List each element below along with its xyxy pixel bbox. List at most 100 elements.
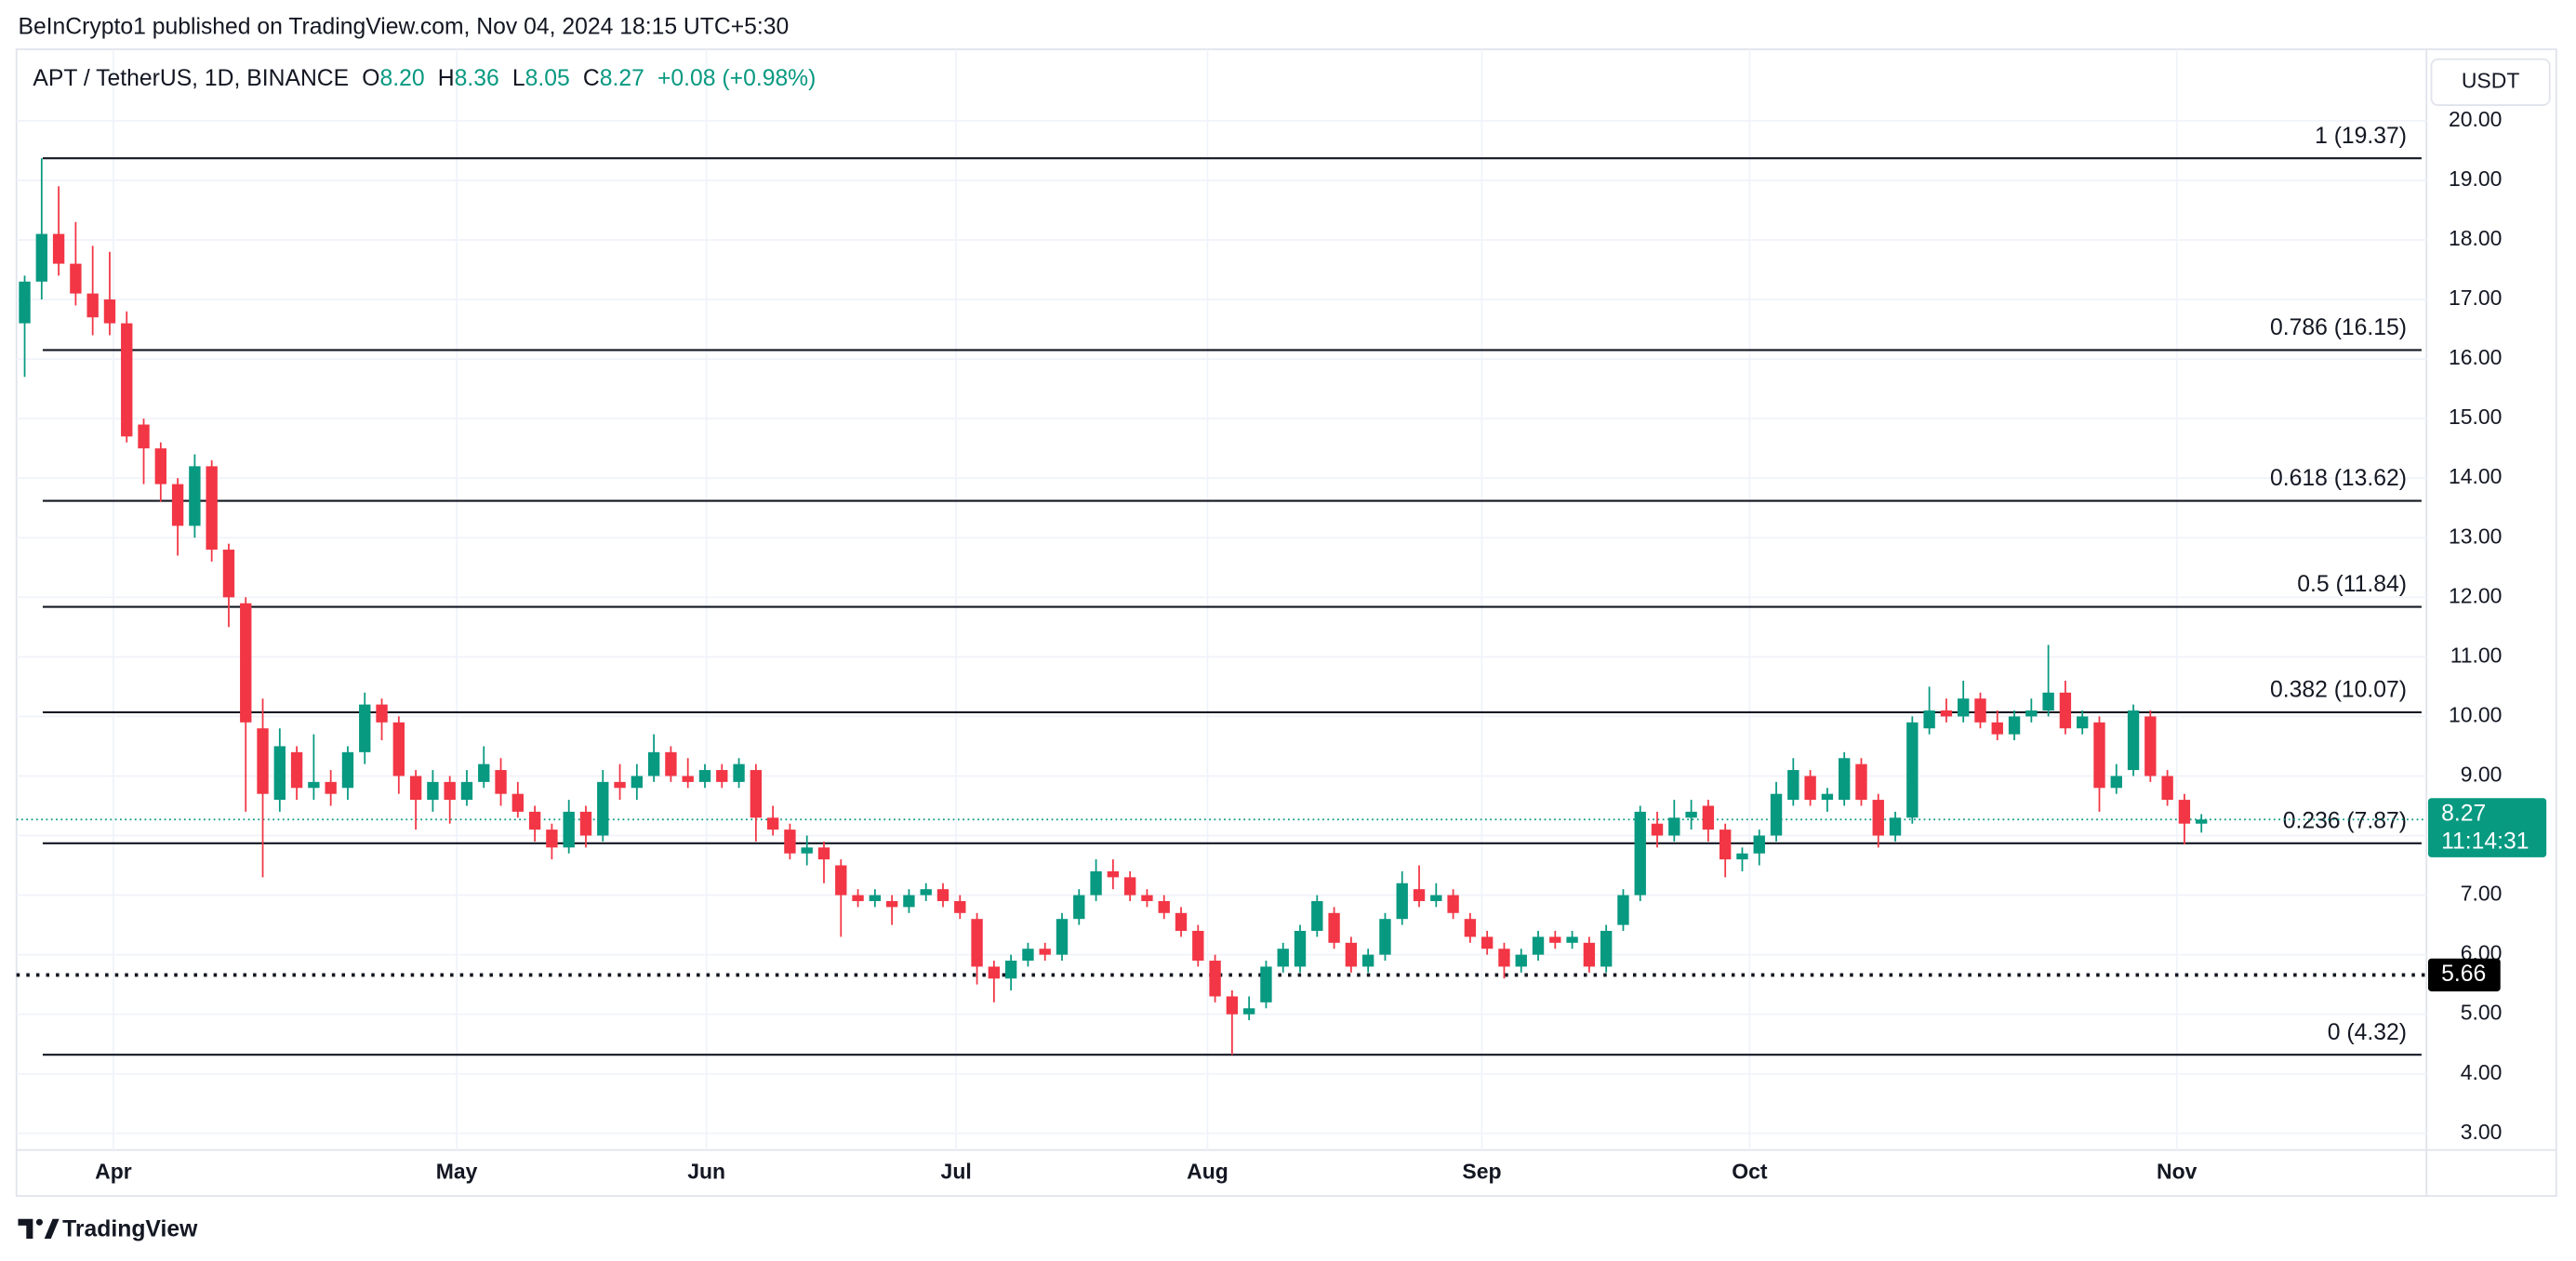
currency-button[interactable] <box>2430 58 2551 106</box>
candle-body <box>1123 877 1136 896</box>
y-tick-label: 13.00 <box>2449 524 2502 548</box>
open-key: O <box>362 65 379 90</box>
candle-body <box>903 895 915 908</box>
candle-body <box>325 781 337 794</box>
candle-body <box>1991 722 2003 735</box>
candle-body <box>817 847 830 860</box>
logo-mark <box>18 1218 33 1239</box>
candle-body <box>1549 936 1561 943</box>
y-tick-label: 15.00 <box>2449 405 2502 429</box>
x-tick-label: May <box>436 1159 478 1183</box>
high-key: H <box>438 65 455 90</box>
candle-body <box>1685 811 1697 818</box>
candle-body <box>1396 883 1408 920</box>
candle-body <box>171 484 184 526</box>
candle-body <box>2110 776 2122 789</box>
candle-body <box>750 770 763 818</box>
candle-body <box>528 811 541 830</box>
candle-body <box>631 776 644 789</box>
axes: Apr May Jun Jul Aug Sep Oct Nov3.004.005.006.00… <box>95 107 2547 1183</box>
candle-body <box>1668 817 1680 836</box>
candle-body <box>392 722 405 777</box>
y-tick-label: 20.00 <box>2449 107 2502 131</box>
candle-body <box>1651 823 1664 836</box>
candle-body <box>1736 853 1748 860</box>
fib-level-label: 0.786 (16.15) <box>2270 315 2407 340</box>
candle-body <box>341 751 354 789</box>
last-price-label: 8.27 <box>2441 801 2486 826</box>
x-tick-label: Nov <box>2157 1159 2198 1183</box>
candle-body <box>1821 793 1834 801</box>
candle-body <box>1090 870 1102 896</box>
candle-body <box>1515 954 1527 967</box>
candle-body <box>2042 692 2054 711</box>
y-tick-label: 3.00 <box>2461 1120 2503 1144</box>
x-tick-label: Oct <box>1732 1159 1768 1183</box>
candle-body <box>2093 722 2105 789</box>
y-tick-label: 18.00 <box>2449 226 2502 250</box>
y-tick-label: 12.00 <box>2449 583 2502 607</box>
candle-body <box>1141 895 1153 901</box>
candle-body <box>86 293 99 318</box>
candle-body <box>1294 931 1307 967</box>
candle-body <box>852 895 864 901</box>
candle-body <box>495 770 507 794</box>
y-tick-label: 7.00 <box>2461 882 2503 906</box>
candle-body <box>1226 996 1239 1015</box>
fib-level-label: 0.618 (13.62) <box>2270 466 2407 491</box>
candle-body <box>1056 919 1069 955</box>
candle-body <box>835 865 847 896</box>
candle-body <box>1260 966 1272 1002</box>
symbol: APT / TetherUS, 1D, BINANCE <box>33 65 349 90</box>
fib-level-label: 0.5 (11.84) <box>2297 572 2407 597</box>
candle-body <box>1481 936 1494 949</box>
candle-body <box>1004 961 1017 979</box>
candle-body <box>647 751 660 777</box>
candle-body <box>19 281 31 324</box>
candle-body <box>240 603 252 723</box>
y-tick-label: 5.00 <box>2461 1001 2503 1025</box>
currency-label[interactable]: USDT <box>2462 68 2519 92</box>
candle-body <box>444 781 456 801</box>
x-tick-label: Jun <box>687 1159 725 1183</box>
candle-body <box>478 763 490 782</box>
candle-body <box>1770 793 1783 836</box>
low-value: 8.05 <box>525 65 570 90</box>
candle-body <box>1175 912 1188 932</box>
candle-body <box>2077 716 2089 729</box>
candle-body <box>1532 936 1545 955</box>
candle-body <box>936 889 949 901</box>
candle-body <box>563 811 575 848</box>
candle-body <box>1940 710 1953 717</box>
y-tick-label: 19.00 <box>2449 166 2502 191</box>
candle-body <box>1753 835 1765 854</box>
candle-body <box>35 233 47 282</box>
open-value: 8.20 <box>380 65 425 90</box>
candle-body <box>1158 900 1170 913</box>
y-tick-label: 14.00 <box>2449 464 2502 488</box>
candle-body <box>1617 895 1629 925</box>
candle-body <box>70 263 82 294</box>
candle-body <box>2161 776 2173 801</box>
candle-body <box>290 751 303 789</box>
candle-body <box>1192 931 1204 962</box>
candle-body <box>1413 889 1426 901</box>
candle-body <box>257 728 269 794</box>
candle-body <box>1838 758 1851 801</box>
candle-body <box>597 781 609 836</box>
candle-body <box>1379 919 1391 955</box>
candle-body <box>511 793 524 812</box>
candle-body <box>784 830 796 854</box>
countdown-label: 11:14:31 <box>2441 829 2529 854</box>
candle-body <box>766 817 779 830</box>
high-value: 8.36 <box>455 65 499 90</box>
candle-body <box>1787 770 1799 801</box>
brand-logo: TradingView <box>18 1217 198 1242</box>
candle-body <box>1702 805 1715 830</box>
candle-body <box>1923 710 1935 729</box>
y-tick-label: 10.00 <box>2449 702 2502 726</box>
candle-body <box>1600 931 1613 967</box>
candle-body <box>698 770 711 782</box>
candle-body <box>988 966 1001 979</box>
candle-body <box>409 776 422 801</box>
